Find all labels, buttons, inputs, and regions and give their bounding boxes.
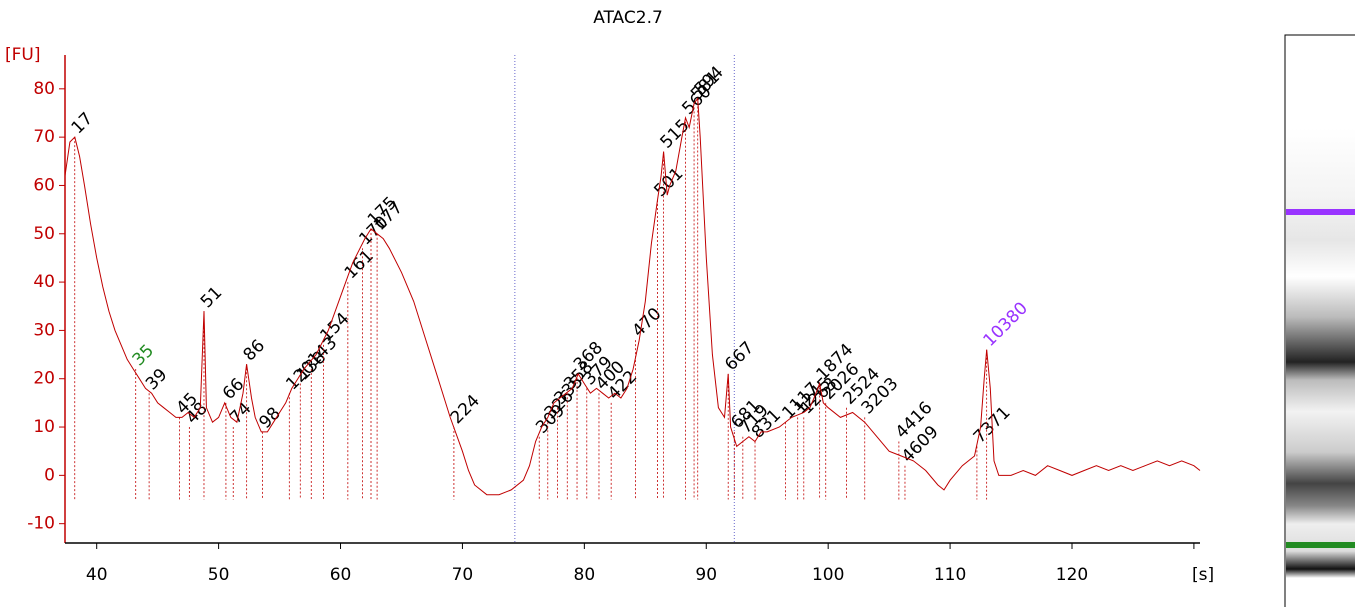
x-tick-label: 40: [86, 565, 108, 585]
peak-label: 17: [68, 109, 97, 138]
upper-marker-band: [1286, 209, 1355, 215]
peak-label: 470: [628, 304, 665, 341]
x-tick-label: 70: [452, 565, 474, 585]
y-tick-label: 30: [33, 320, 55, 340]
peak-label: 39: [142, 365, 171, 394]
x-tick-label: 50: [208, 565, 230, 585]
y-tick-label: 70: [33, 127, 55, 147]
peak-label: 10380: [980, 298, 1032, 350]
y-tick-label: 40: [33, 272, 55, 292]
trace: [64, 97, 1201, 496]
peak-label: 667: [721, 338, 758, 375]
y-tick-label: 60: [33, 175, 55, 195]
chart-title: ATAC2.7: [593, 8, 663, 28]
x-axis-label: [s]: [1192, 565, 1214, 585]
peak-label: 35: [129, 341, 158, 370]
y-tick-label: 80: [33, 79, 55, 99]
peak-label: 501: [650, 164, 687, 201]
x-tick-label: 120: [1056, 565, 1088, 585]
x-tick-label: 100: [812, 565, 844, 585]
y-tick-label: -10: [27, 514, 55, 534]
y-tick-label: 20: [33, 369, 55, 389]
y-tick-label: 0: [44, 465, 55, 485]
x-tick-label: 90: [695, 565, 717, 585]
gel-bands: [1286, 128, 1355, 578]
x-tick-label: 110: [934, 565, 966, 585]
peak-label: 161: [341, 246, 378, 283]
peak-label: 86: [240, 336, 269, 365]
gel-lane: [1284, 34, 1355, 607]
y-axis-label: [FU]: [5, 45, 41, 65]
y-tick-label: 10: [33, 417, 55, 437]
x-tick-label: 60: [330, 565, 352, 585]
x-tick-label: 80: [574, 565, 596, 585]
y-tick-label: 50: [33, 224, 55, 244]
lower-marker-band: [1286, 542, 1355, 548]
peak-label: 51: [197, 283, 226, 312]
peak-label: 515: [657, 116, 694, 153]
